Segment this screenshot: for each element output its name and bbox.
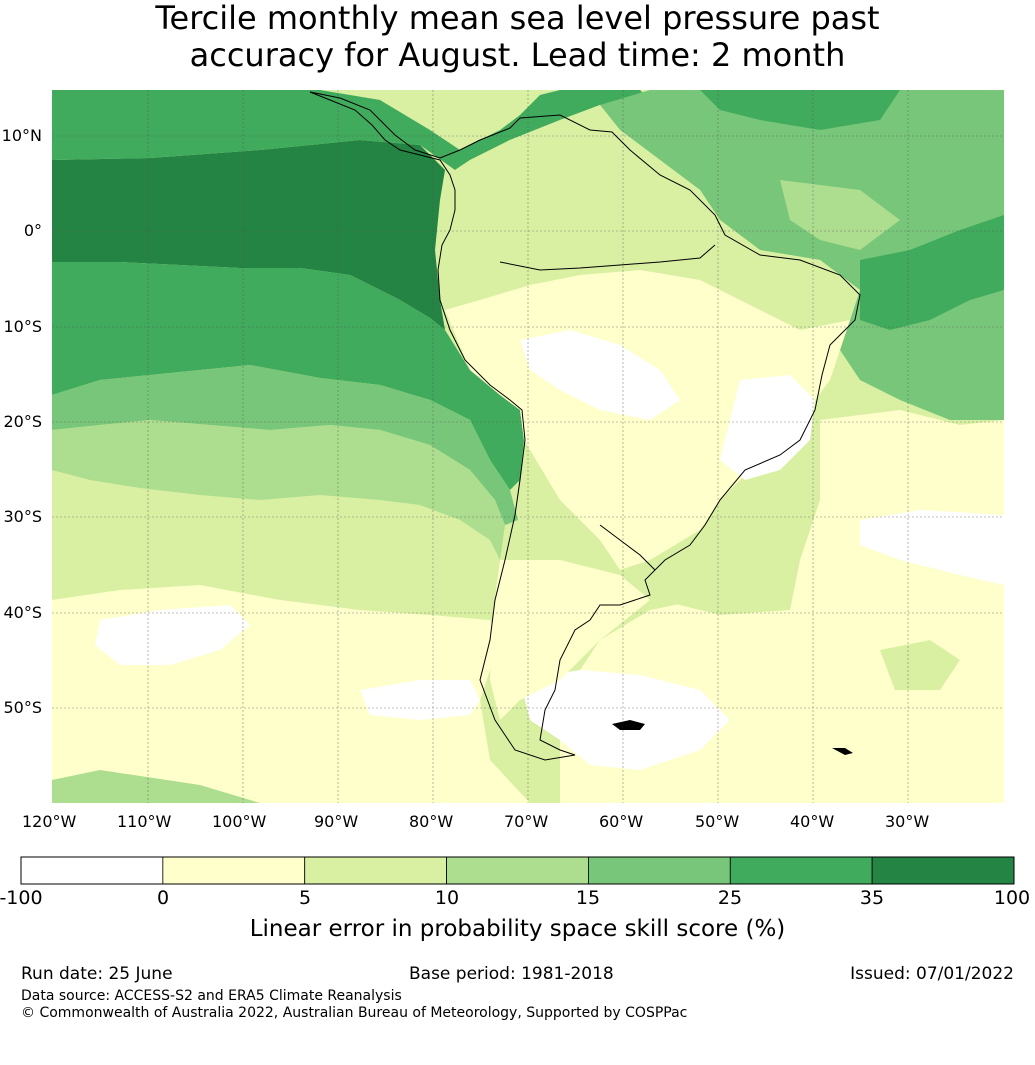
region-atlantic-north-15-25 xyxy=(600,90,1004,420)
region-south-pacific-white xyxy=(95,605,250,665)
colorbar-label: Linear error in probability space skill … xyxy=(249,916,786,942)
continent-white-east xyxy=(720,375,815,480)
title-line-1: Tercile monthly mean sea level pressure … xyxy=(155,0,880,37)
region-south-pacific-white-2 xyxy=(360,680,480,720)
lat-label-10n: 10°N xyxy=(1,126,42,145)
region-pacific-15-25 xyxy=(52,365,518,525)
lat-label-20s: 20°S xyxy=(3,412,42,431)
colorbar-bin-0-to-5 xyxy=(162,856,306,885)
lat-label-40s: 40°S xyxy=(3,603,42,622)
colorbar-bin-35-to-100 xyxy=(871,856,1015,885)
colorbar-bin-10-to-15 xyxy=(446,856,589,885)
colorbar-bin-5-to-10 xyxy=(304,856,447,885)
colorbar-tick-0: 0 xyxy=(156,887,170,909)
colorbar xyxy=(20,856,1015,885)
region-south-atlantic-5-10 xyxy=(640,540,800,615)
chart-title: Tercile monthly mean sea level pressure … xyxy=(0,0,1035,74)
colorbar-bin--100-to-0 xyxy=(20,856,164,885)
lat-label-0: 0° xyxy=(23,221,42,240)
continent-white-central xyxy=(520,330,680,420)
region-pacific-35-100 xyxy=(52,140,445,330)
region-atlantic-top-25-35 xyxy=(700,90,900,130)
region-pacific-south-25-35 xyxy=(52,262,524,490)
continent-north-5-10 xyxy=(440,105,860,330)
run-date: Run date: 25 June xyxy=(21,964,173,984)
lon-label-120w: 120°W xyxy=(22,812,77,831)
region-southwest-corner-10-15 xyxy=(52,770,260,803)
colorbar-frame xyxy=(20,856,1015,885)
lon-label-70w: 70°W xyxy=(504,812,549,831)
colorbar-tick-35: 35 xyxy=(859,887,885,909)
lon-label-30w: 30°W xyxy=(885,812,930,831)
lon-label-50w: 50°W xyxy=(695,812,740,831)
region-atlantic-white xyxy=(860,510,1004,585)
title-line-2: accuracy for August. Lead time: 2 month xyxy=(189,36,846,74)
lon-label-90w: 90°W xyxy=(314,812,359,831)
lon-label-40w: 40°W xyxy=(790,812,835,831)
colorbar-tick-5: 5 xyxy=(298,887,312,909)
south-georgia xyxy=(832,748,853,755)
colorbar-tick-neg100: -100 xyxy=(0,887,43,909)
lon-label-80w: 80°W xyxy=(409,812,454,831)
lat-label-50s: 50°S xyxy=(3,698,42,717)
lat-label-30s: 30°S xyxy=(3,507,42,526)
south-america-coastline xyxy=(309,91,861,761)
region-pacific-north-25-35 xyxy=(52,90,650,170)
region-atlantic-25-35 xyxy=(860,215,1004,330)
lon-label-100w: 100°W xyxy=(212,812,267,831)
colorbar-tick-15: 15 xyxy=(575,887,601,909)
lon-label-60w: 60°W xyxy=(599,812,644,831)
colorbar-tick-10: 10 xyxy=(434,887,460,909)
issued-date: Issued: 07/01/2022 xyxy=(850,964,1014,984)
rio-de-la-plata xyxy=(599,524,656,571)
colorbar-tick-25: 25 xyxy=(717,887,743,909)
graticule xyxy=(52,90,1004,803)
region-south-patch-5-10 xyxy=(880,640,960,690)
colorbar-bin-15-to-25 xyxy=(588,856,731,885)
lat-label-10s: 10°S xyxy=(3,317,42,336)
amazon-river xyxy=(499,244,716,271)
region-atlantic-10-15 xyxy=(780,180,900,250)
region-drake-white xyxy=(520,670,730,770)
base-period: Base period: 1981-2018 xyxy=(409,964,614,984)
falkland-islands xyxy=(612,720,645,730)
colorbar-bin-25-to-35 xyxy=(729,856,873,885)
lon-label-110w: 110°W xyxy=(117,812,172,831)
colorbar-tick-100: 100 xyxy=(993,887,1031,909)
copyright: © Commonwealth of Australia 2022, Austra… xyxy=(21,1005,688,1021)
region-pacific-10-15 xyxy=(52,420,505,560)
data-source: Data source: ACCESS-S2 and ERA5 Climate … xyxy=(21,988,402,1004)
